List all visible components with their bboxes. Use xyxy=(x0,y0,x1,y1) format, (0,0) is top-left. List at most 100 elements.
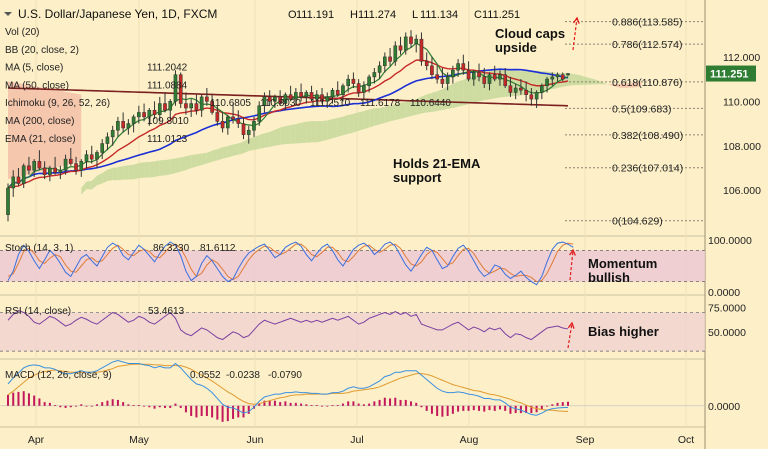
cloud-segment xyxy=(206,150,213,164)
macd-histogram-bar xyxy=(315,405,318,406)
candle-body xyxy=(513,87,518,93)
macd-histogram-bar xyxy=(174,403,177,406)
macd-histogram-bar xyxy=(567,401,569,406)
candle-body xyxy=(131,116,136,124)
macd-line xyxy=(7,360,569,416)
cloud-segment xyxy=(285,125,291,145)
cloud-segment xyxy=(395,102,401,121)
macd-histogram-bar xyxy=(540,405,543,410)
macd-histogram-bar xyxy=(441,405,444,417)
macd-histogram-bar xyxy=(106,400,109,406)
candle-body xyxy=(351,78,356,84)
cloud-segment xyxy=(81,181,87,195)
cloud-segment xyxy=(322,120,328,142)
macd-histogram-bar xyxy=(242,405,245,418)
macd-histogram-bar xyxy=(273,400,276,406)
macd-histogram-bar xyxy=(268,400,271,406)
macd-histogram-bar xyxy=(143,405,146,407)
indicator-label: MA (5, close) xyxy=(5,63,63,74)
candle-body xyxy=(89,154,94,160)
macd-histogram-bar xyxy=(48,402,51,406)
cloud-segment xyxy=(316,121,323,143)
cloud-segment xyxy=(636,81,642,88)
macd-histogram-bar xyxy=(488,405,491,411)
cloud-segment xyxy=(452,81,459,108)
macd-histogram-bar xyxy=(64,405,67,408)
candle-body xyxy=(27,165,31,171)
cloud-segment xyxy=(379,106,385,125)
macd-histogram-bar xyxy=(556,402,559,406)
ohlc-value: 111.134 xyxy=(420,9,458,21)
macd-histogram-bar xyxy=(504,405,507,411)
cloud-segment xyxy=(620,83,626,88)
price-axis-tick: 112.000 xyxy=(723,52,760,64)
cloud-segment xyxy=(295,122,302,144)
macd-histogram-bar xyxy=(399,399,402,406)
stoch-label: Stoch (14, 3, 1) xyxy=(5,243,73,254)
macd-histogram-bar xyxy=(116,399,119,406)
macd-histogram-bar xyxy=(300,403,303,406)
price-axis-tick: 108.000 xyxy=(723,141,761,153)
rsi-label: RSI (14, close) xyxy=(5,306,71,317)
macd-histogram-bar xyxy=(525,405,528,414)
cloud-segment xyxy=(437,89,443,111)
macd-histogram-bar xyxy=(368,403,371,406)
macd-value: -0.0238 xyxy=(226,370,260,381)
macd-histogram-bar xyxy=(127,404,130,406)
arrow-up-icon xyxy=(572,17,578,51)
candle-body xyxy=(267,96,272,102)
macd-panel xyxy=(0,360,705,422)
indicator-value: 111.6178 xyxy=(360,98,401,109)
macd-histogram-bar xyxy=(279,402,282,406)
macd-histogram-bar xyxy=(75,405,78,407)
candle-body xyxy=(451,69,455,78)
candle-body xyxy=(304,92,309,98)
time-axis-tick: Oct xyxy=(678,434,694,446)
cloud-segment xyxy=(400,101,406,119)
candle-body xyxy=(414,38,419,44)
cloud-segment xyxy=(353,112,359,133)
cloud-segment xyxy=(123,165,129,180)
macd-histogram-bar xyxy=(347,401,350,406)
candle-body xyxy=(163,103,167,111)
macd-histogram-bar xyxy=(27,393,30,406)
macd-histogram-bar xyxy=(153,405,156,409)
time-axis-tick: Jul xyxy=(350,434,363,446)
macd-histogram-bar xyxy=(483,405,486,412)
stoch-k-value: 86.3230 xyxy=(153,243,190,254)
candle-body xyxy=(560,74,565,80)
time-axis-tick: Aug xyxy=(460,434,479,446)
macd-histogram-bar xyxy=(85,405,88,407)
last-price-label: 111.251 xyxy=(710,69,749,81)
macd-histogram-bar xyxy=(22,391,25,406)
annotation-momentum: Momentum bullish xyxy=(588,256,657,285)
macd-histogram-bar xyxy=(472,405,475,411)
cloud-segment xyxy=(154,160,160,177)
candle-body xyxy=(220,121,225,129)
ohlc-key: L xyxy=(412,9,418,21)
indicator-label: BB (20, close, 2) xyxy=(5,45,79,56)
macd-histogram-bar xyxy=(546,405,549,407)
candle-body xyxy=(100,143,105,153)
macd-histogram-bar xyxy=(284,401,287,406)
candle-body xyxy=(273,96,277,102)
candle-body xyxy=(262,96,267,107)
cloud-segment xyxy=(578,74,584,85)
macd-histogram-bar xyxy=(383,397,386,406)
candle-body xyxy=(225,116,230,129)
ema21-line xyxy=(7,59,569,189)
cloud-segment xyxy=(253,135,260,150)
candle-body xyxy=(147,109,152,118)
cloud-segment xyxy=(149,161,155,178)
macd-histogram-bar xyxy=(530,405,533,414)
cloud-segment xyxy=(96,173,103,186)
candle-body xyxy=(383,56,387,67)
macd-histogram-bar xyxy=(326,405,329,407)
cloud-segment xyxy=(442,86,448,110)
cloud-segment xyxy=(301,121,307,144)
cloud-segment xyxy=(369,108,375,128)
macd-histogram-bar xyxy=(59,405,62,408)
cloud-segment xyxy=(191,154,197,169)
